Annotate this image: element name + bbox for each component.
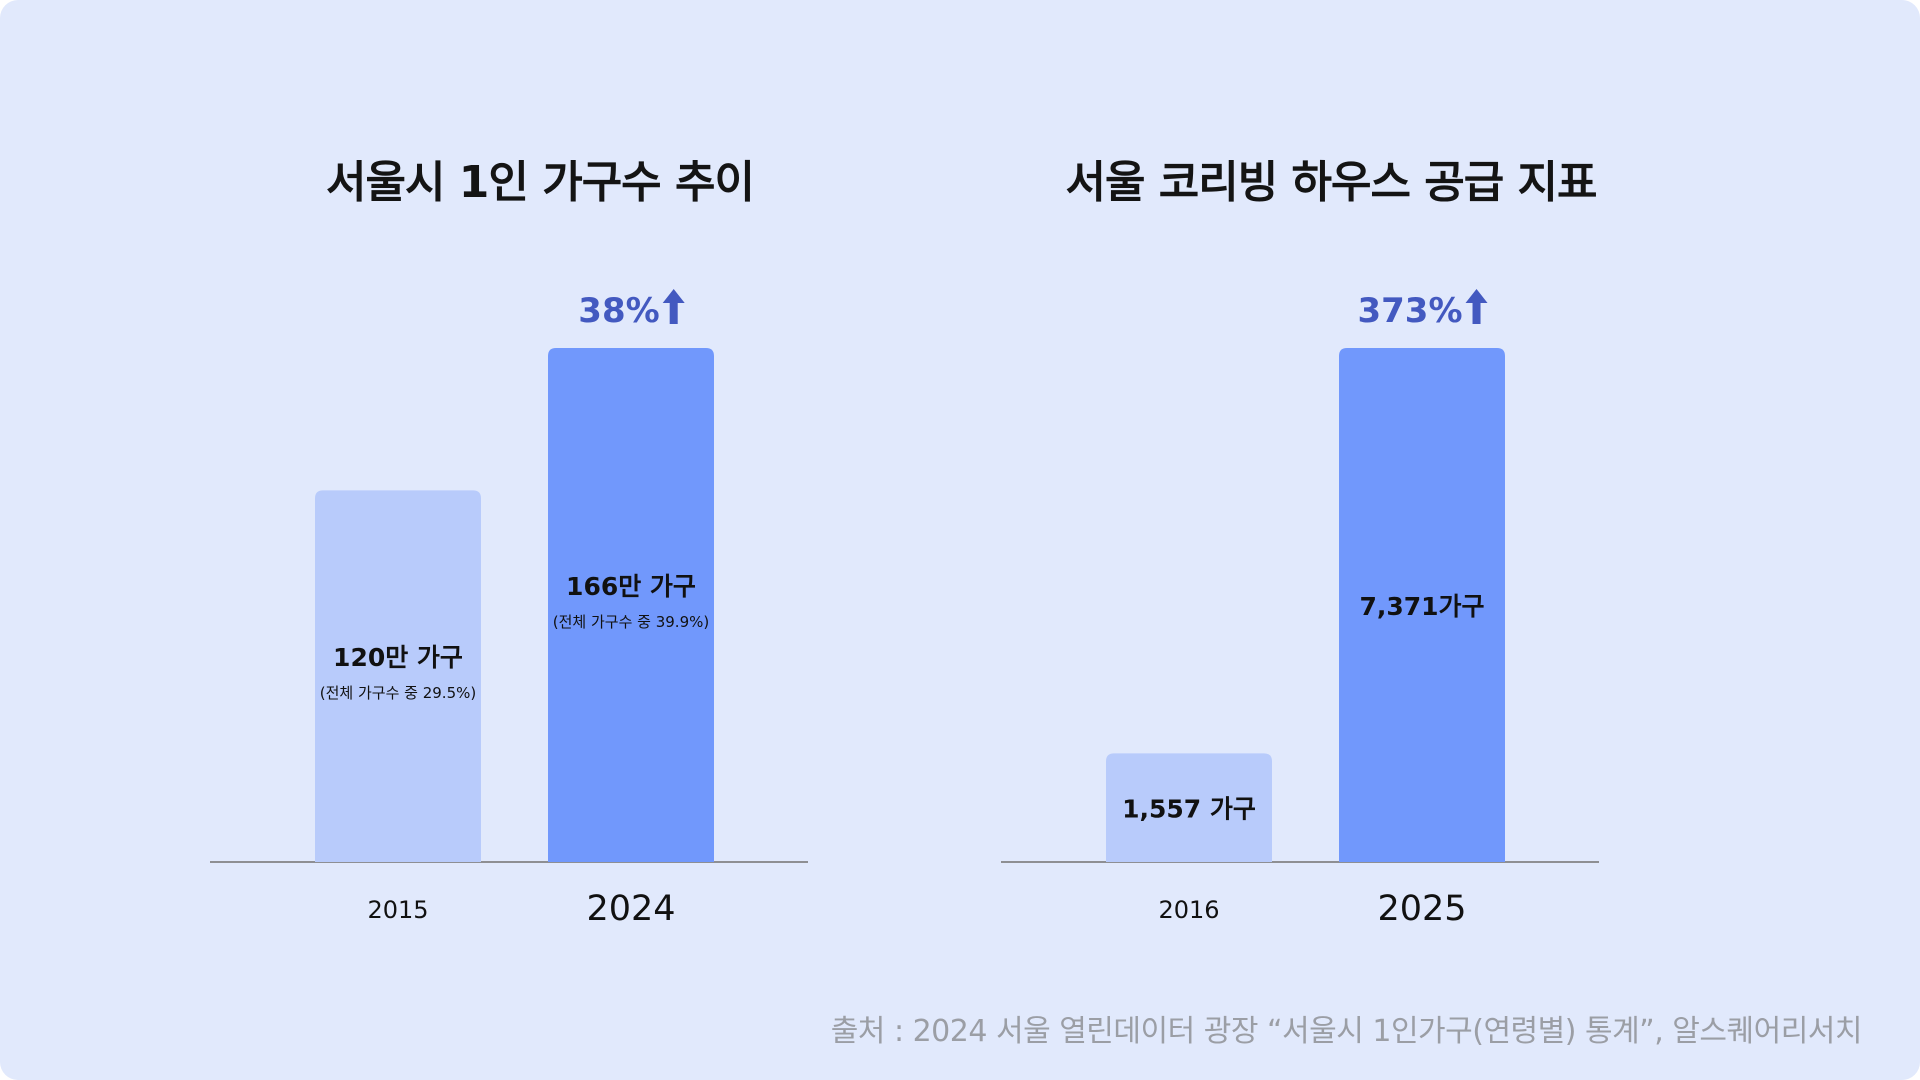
bar-value-label: 166만 가구: [566, 572, 696, 601]
up-arrow-icon: [1465, 289, 1488, 324]
coliving-supply-plot: 1,557 가구 2016 7,371가구 2025 373%: [1001, 289, 1599, 929]
chart-single-households: 서울시 1인 가구수 추이 120만 가구 (전체 가구수 중 29.5%) 201…: [150, 0, 930, 1080]
bar-2025: [1339, 348, 1505, 862]
source-note: 출처 : 2024 서울 열린데이터 광장 “서울시 1인가구(연령별) 통계”…: [830, 1014, 1863, 1049]
x-tick-label: 2024: [586, 889, 675, 929]
x-tick-label: 2015: [367, 896, 428, 924]
up-arrow-icon: [662, 289, 685, 324]
bar-2024: [548, 348, 714, 862]
bar-share-label: (전체 가구수 중 39.9%): [553, 613, 709, 631]
bar-value-label: 7,371가구: [1359, 592, 1484, 621]
chart-coliving-supply: 서울 코리빙 하우스 공급 지표 1,557 가구 2016 7,371가구 2025…: [941, 0, 1721, 1080]
bar-value-label: 120만 가구: [333, 643, 463, 672]
single-households-plot: 120만 가구 (전체 가구수 중 29.5%) 2015 166만 가구 (전체 가구…: [210, 289, 808, 929]
bar-value-label: 1,557 가구: [1122, 795, 1256, 824]
chart-title: 서울시 1인 가구수 추이: [326, 157, 755, 208]
chart-title: 서울 코리빙 하우스 공급 지표: [1065, 157, 1597, 208]
growth-label: 38%: [578, 291, 659, 331]
x-tick-label: 2016: [1158, 896, 1219, 924]
growth-label: 373%: [1357, 291, 1462, 331]
x-tick-label: 2025: [1377, 889, 1466, 929]
bar-2015: [315, 490, 481, 862]
bar-share-label: (전체 가구수 중 29.5%): [320, 684, 476, 702]
bar-2016: [1106, 753, 1272, 862]
